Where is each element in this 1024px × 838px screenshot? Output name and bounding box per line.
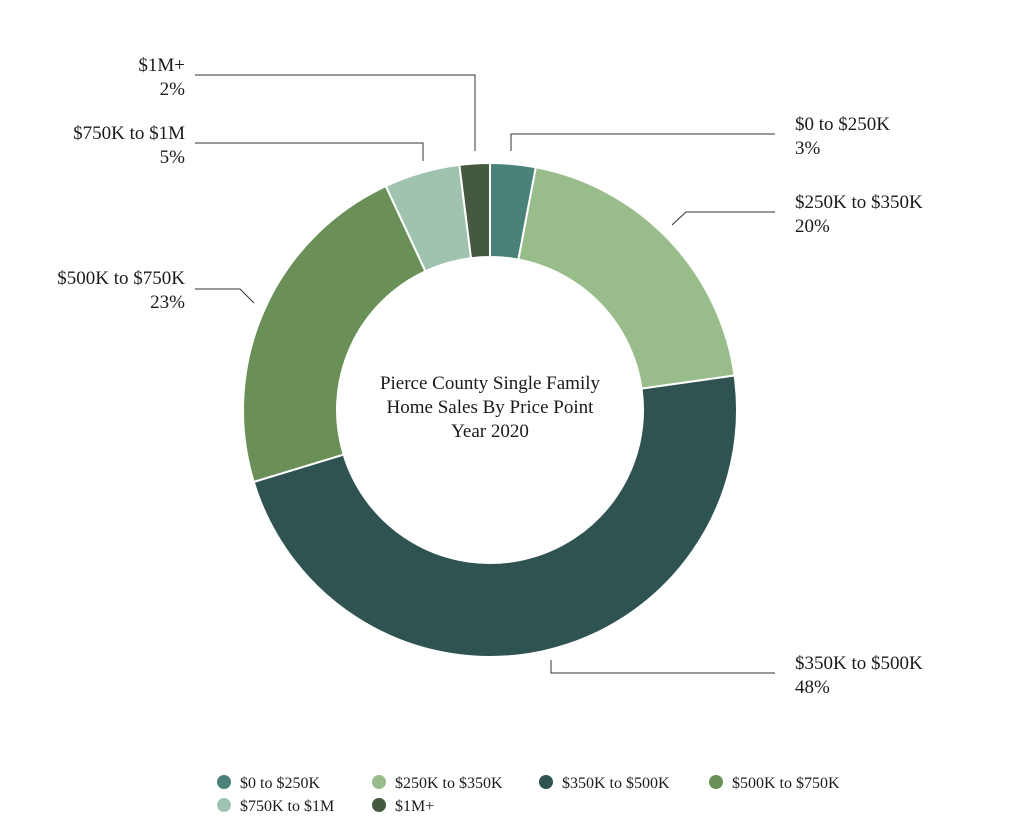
leader-line xyxy=(671,211,775,226)
legend-item: $0 to $250K xyxy=(217,775,320,792)
data-label-percent: 48% xyxy=(795,677,830,698)
legend-label: $750K to $1M xyxy=(240,798,334,815)
pie-slice xyxy=(517,166,736,390)
pie-slice xyxy=(242,184,427,484)
legend-label: $350K to $500K xyxy=(562,775,670,792)
data-label-percent: 23% xyxy=(150,292,185,313)
legend-item: $250K to $350K xyxy=(372,775,503,792)
data-label-category: $350K to $500K xyxy=(795,653,923,674)
leader-line xyxy=(510,133,775,151)
legend-label: $500K to $750K xyxy=(732,775,840,792)
slices-layer xyxy=(242,161,738,658)
legend-item: $350K to $500K xyxy=(539,775,670,792)
legend-marker xyxy=(217,798,231,812)
pie-slice xyxy=(252,374,738,658)
legend-item: $500K to $750K xyxy=(709,775,840,792)
leader-line xyxy=(195,142,424,161)
data-label-percent: 5% xyxy=(160,147,186,168)
legend-label: $0 to $250K xyxy=(240,775,320,792)
data-label-percent: 3% xyxy=(795,138,821,159)
leader-line xyxy=(195,74,476,151)
chart-title-line-1: Pierce County Single Family xyxy=(379,373,601,394)
data-label-category: $0 to $250K xyxy=(795,114,890,135)
chart-title: Pierce County Single Family Home Sales B… xyxy=(340,372,640,444)
legend-marker xyxy=(372,775,386,789)
chart-title-line-2: Home Sales By Price Point xyxy=(386,397,594,418)
chart-title-line-3: Year 2020 xyxy=(451,421,529,442)
data-label-percent: 2% xyxy=(160,79,186,100)
leader-lines-layer xyxy=(195,74,775,674)
data-label-category: $500K to $750K xyxy=(57,268,185,289)
leader-line xyxy=(550,660,775,674)
data-label-percent: 20% xyxy=(795,216,830,237)
data-labels-layer: $0 to $250K 3% $250K to $350K 20% $350K to $… xyxy=(57,55,923,698)
legend-item: $750K to $1M xyxy=(217,798,334,815)
data-label-category: $750K to $1M xyxy=(73,123,185,144)
legend-label: $250K to $350K xyxy=(395,775,503,792)
pie-slice xyxy=(458,161,491,260)
legend-marker xyxy=(709,775,723,789)
legend-item: $1M+ xyxy=(372,798,434,815)
data-label-category: $250K to $350K xyxy=(795,192,923,213)
legend-label: $1M+ xyxy=(395,798,434,815)
legend-marker xyxy=(539,775,553,789)
data-label-category: $1M+ xyxy=(138,55,185,76)
legend-marker xyxy=(372,798,386,812)
leader-line xyxy=(195,288,255,304)
legend: $0 to $250K $250K to $350K $350K to $500K $… xyxy=(217,775,840,815)
legend-marker xyxy=(217,775,231,789)
